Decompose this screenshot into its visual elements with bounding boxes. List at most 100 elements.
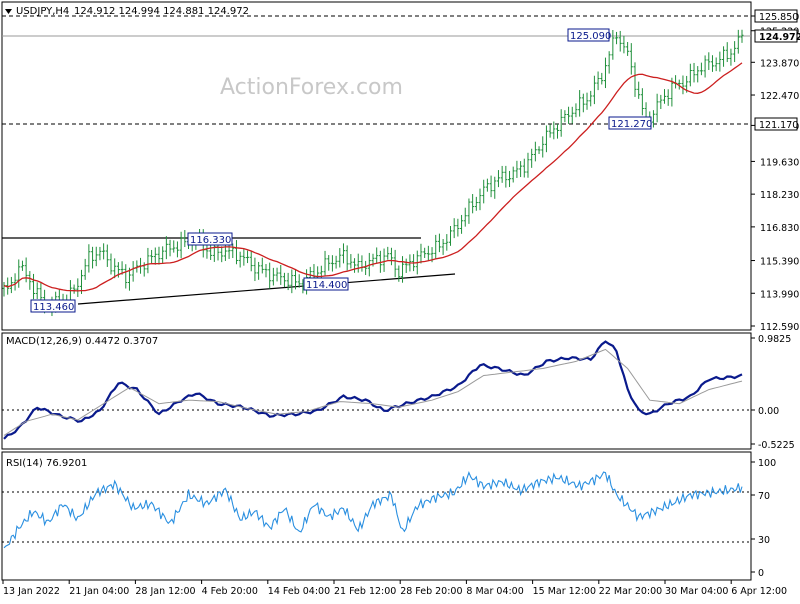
candle xyxy=(345,245,349,271)
candle xyxy=(496,170,500,188)
time-axis: 13 Jan 2022 21 Jan 04:00 28 Jan 12:00 4 Feb… xyxy=(2,580,787,597)
candle xyxy=(220,246,224,263)
candle xyxy=(330,255,334,272)
candle xyxy=(526,152,530,178)
candle xyxy=(556,123,559,139)
price-tick-label: 123.870 xyxy=(760,58,799,69)
candle xyxy=(334,255,338,269)
candle xyxy=(161,246,165,264)
candle xyxy=(401,256,405,283)
candle xyxy=(375,247,379,264)
candle xyxy=(541,136,545,158)
candle xyxy=(537,146,541,155)
candle xyxy=(589,90,593,107)
candle xyxy=(482,179,486,204)
candle xyxy=(533,141,537,162)
candle xyxy=(710,55,714,72)
candle xyxy=(511,166,515,183)
price-tick-label: 115.390 xyxy=(760,257,799,268)
time-tick-label: 6 Apr 12:00 xyxy=(731,586,787,597)
rsi-axis: 100 70 30 0 xyxy=(751,458,776,579)
annotation-feb-high: 116.330 xyxy=(187,232,233,246)
candle xyxy=(164,236,168,260)
candle xyxy=(696,66,700,83)
candle xyxy=(423,247,427,259)
time-tick-label: 14 Feb 04:00 xyxy=(268,586,330,597)
time-tick-label: 22 Mar 20:00 xyxy=(599,586,662,597)
price-axis: 125.850125.220123.870122.470121.170119.6… xyxy=(751,9,800,333)
time-tick-label: 8 Mar 04:00 xyxy=(466,586,523,597)
time-tick-label: 13 Jan 2022 xyxy=(3,586,60,597)
candle xyxy=(563,110,567,123)
symbol-label: USDJPY,H4 xyxy=(16,6,69,17)
candle xyxy=(515,160,519,178)
candle xyxy=(356,253,360,273)
candle xyxy=(629,43,633,75)
candle xyxy=(688,63,692,87)
candle xyxy=(736,29,740,54)
candle xyxy=(20,260,24,271)
candle xyxy=(168,239,172,257)
time-tick-label: 21 Jan 04:00 xyxy=(69,586,129,597)
candle xyxy=(353,258,357,273)
annotation-jan-low-text: 113.460 xyxy=(33,302,74,313)
macd-panel xyxy=(1,332,752,450)
candle xyxy=(740,29,744,43)
time-tick-label: 28 Feb 20:00 xyxy=(400,586,462,597)
candle xyxy=(327,255,331,271)
candle xyxy=(522,158,526,178)
annotation-high: 125.090 xyxy=(567,28,611,42)
candle xyxy=(249,251,253,272)
candle xyxy=(474,196,478,211)
candle xyxy=(567,106,571,124)
candle xyxy=(32,273,36,300)
candle xyxy=(386,246,390,260)
candle xyxy=(6,277,10,295)
candle xyxy=(633,62,637,97)
candle xyxy=(519,161,523,178)
candle xyxy=(622,35,626,54)
annotation-low-mar-text: 121.270 xyxy=(611,119,652,130)
candle xyxy=(294,268,298,290)
candle xyxy=(607,51,611,74)
candle xyxy=(637,81,641,99)
candle xyxy=(640,88,644,116)
candle xyxy=(83,258,87,280)
candle xyxy=(733,41,737,63)
candle xyxy=(655,93,659,123)
rsi-tick-label: 30 xyxy=(758,535,770,546)
candle xyxy=(530,148,534,168)
candle xyxy=(677,79,681,90)
candle xyxy=(76,278,80,297)
candle xyxy=(341,243,345,264)
rsi-label: RSI(14) 76.9201 xyxy=(6,458,87,469)
rsi-panel xyxy=(1,451,752,581)
candle xyxy=(209,242,213,260)
triangle-down-icon[interactable] xyxy=(5,9,12,14)
candle xyxy=(725,42,729,63)
candle xyxy=(389,247,393,266)
candle xyxy=(493,176,497,199)
candle xyxy=(286,272,290,291)
level-box xyxy=(754,9,798,23)
candle xyxy=(127,267,131,291)
candle xyxy=(179,231,183,259)
candle xyxy=(659,94,663,110)
candle xyxy=(460,214,464,234)
candle xyxy=(603,57,607,89)
candle xyxy=(212,242,216,262)
rsi-line xyxy=(3,471,743,549)
annotation-jan-low: 113.460 xyxy=(30,299,76,313)
level-box-label: 125.850 xyxy=(759,12,798,23)
candle xyxy=(574,103,578,118)
candle xyxy=(242,248,246,266)
rsi-tick-label: 70 xyxy=(758,491,770,502)
candle xyxy=(268,262,272,289)
candle xyxy=(485,178,489,192)
rsi-tick-label: 100 xyxy=(758,458,776,469)
candle xyxy=(98,246,102,261)
candle xyxy=(596,71,600,91)
candle xyxy=(559,109,563,137)
